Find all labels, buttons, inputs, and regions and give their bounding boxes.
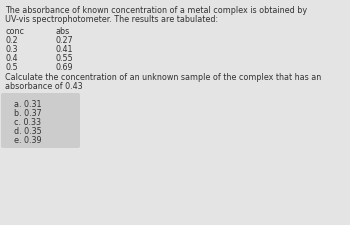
Text: 0.4: 0.4 (5, 54, 18, 63)
Text: abs: abs (55, 27, 69, 36)
Text: conc: conc (5, 27, 24, 36)
Text: UV-vis spectrophotometer. The results are tabulated:: UV-vis spectrophotometer. The results ar… (5, 15, 218, 24)
Text: d. 0.35: d. 0.35 (14, 127, 42, 136)
Text: The absorbance of known concentration of a metal complex is obtained by: The absorbance of known concentration of… (5, 6, 307, 15)
Text: 0.69: 0.69 (55, 63, 73, 72)
Text: 0.55: 0.55 (55, 54, 73, 63)
Text: 0.2: 0.2 (5, 36, 18, 45)
Text: e. 0.39: e. 0.39 (14, 136, 42, 145)
Text: 0.41: 0.41 (55, 45, 72, 54)
Text: absorbance of 0.43: absorbance of 0.43 (5, 82, 83, 91)
Text: a. 0.31: a. 0.31 (14, 100, 42, 109)
Text: b. 0.37: b. 0.37 (14, 109, 42, 118)
FancyBboxPatch shape (1, 93, 80, 148)
Text: 0.5: 0.5 (5, 63, 18, 72)
Text: Calculate the concentration of an unknown sample of the complex that has an: Calculate the concentration of an unknow… (5, 73, 321, 82)
Text: 0.3: 0.3 (5, 45, 18, 54)
Text: c. 0.33: c. 0.33 (14, 118, 41, 127)
Text: 0.27: 0.27 (55, 36, 73, 45)
